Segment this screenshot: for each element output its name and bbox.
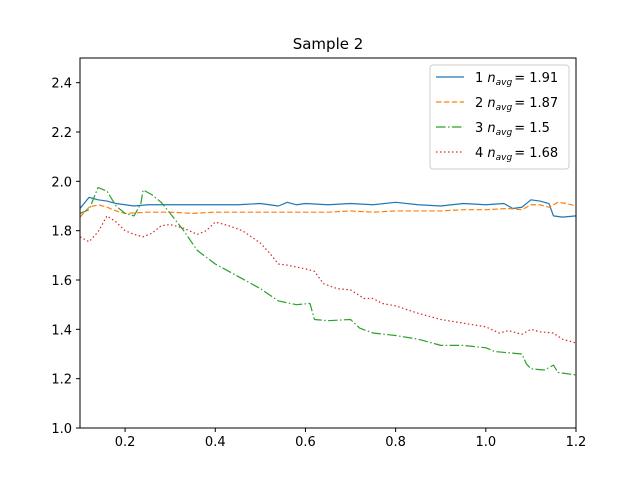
y-tick-label: 2.0 (51, 175, 72, 190)
legend-n-symbol: n (487, 96, 495, 111)
legend-prefix: 3 (475, 121, 487, 136)
legend-value: = 1.5 (514, 121, 550, 136)
plot-frame (79, 57, 577, 429)
legend-label-4: 4 navg = 1.68 (475, 146, 558, 163)
x-tick-label: 1.2 (566, 435, 587, 450)
legend-box (429, 64, 570, 170)
x-tick-label: 0.6 (295, 435, 316, 450)
y-tick-label: 1.8 (51, 225, 72, 240)
legend-subscript: avg (496, 78, 513, 88)
legend-n-symbol: n (487, 121, 495, 136)
y-tick-label: 1.0 (51, 422, 72, 437)
y-tick-label: 1.4 (51, 323, 72, 338)
legend-value: = 1.87 (514, 96, 558, 111)
legend-n-symbol: n (487, 71, 495, 86)
legend-label-3: 3 navg = 1.5 (475, 121, 550, 138)
x-axis: 0.2 0.4 0.6 0.8 1.0 1.2 (115, 428, 587, 450)
chart-title: Sample 2 (293, 35, 364, 53)
legend-subscript: avg (496, 153, 513, 163)
legend-prefix: 1 (475, 71, 487, 86)
x-tick-label: 0.4 (205, 435, 226, 450)
y-tick-label: 2.4 (51, 77, 72, 92)
y-axis: 1.0 1.2 1.4 1.6 1.8 2.0 2.2 2.4 (51, 77, 80, 437)
legend: 1 navg = 1.912 navg = 1.873 navg = 1.54 nav… (429, 64, 570, 170)
y-tick-label: 1.2 (51, 373, 72, 388)
series-line-2 (80, 201, 576, 218)
y-tick-label: 2.2 (51, 126, 72, 141)
legend-subscript: avg (496, 103, 513, 113)
legend-label-1: 1 navg = 1.91 (475, 71, 558, 88)
legend-value: = 1.68 (514, 146, 558, 161)
series-line-1 (80, 196, 576, 218)
series-layer (80, 186, 576, 376)
legend-subscript: avg (496, 128, 513, 138)
series-line-3 (80, 186, 576, 376)
legend-prefix: 4 (475, 146, 487, 161)
x-tick-label: 1.0 (475, 435, 496, 450)
x-tick-label: 0.2 (115, 435, 136, 450)
legend-value: = 1.91 (514, 71, 558, 86)
legend-n-symbol: n (487, 146, 495, 161)
legend-prefix: 2 (475, 96, 487, 111)
legend-label-2: 2 navg = 1.87 (475, 96, 558, 113)
y-tick-label: 1.6 (51, 274, 72, 289)
x-tick-label: 0.8 (385, 435, 406, 450)
